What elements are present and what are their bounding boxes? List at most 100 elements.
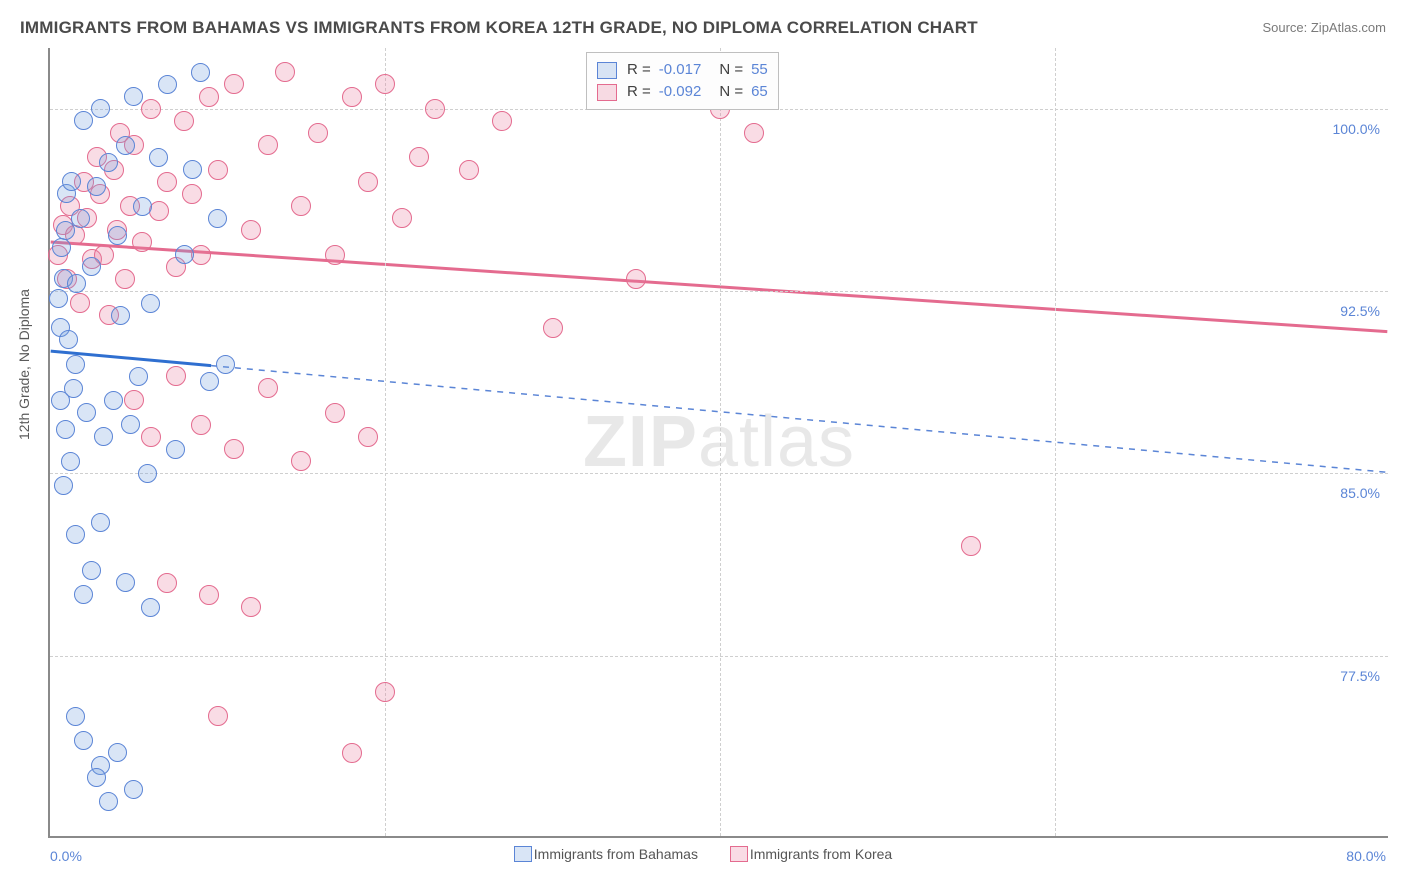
scatter-point-korea bbox=[115, 269, 135, 289]
scatter-point-bahamas bbox=[166, 440, 185, 459]
legend-swatch-korea bbox=[730, 846, 748, 862]
horizontal-gridline bbox=[50, 473, 1388, 474]
vertical-gridline bbox=[1055, 48, 1056, 836]
scatter-point-korea bbox=[157, 172, 177, 192]
scatter-point-korea bbox=[342, 743, 362, 763]
scatter-point-bahamas bbox=[121, 415, 140, 434]
scatter-point-bahamas bbox=[138, 464, 157, 483]
scatter-plot-area: ZIPatlas 77.5% 85.0% 92.5% 100.0% R =-0.017N… bbox=[48, 48, 1388, 838]
scatter-point-bahamas bbox=[124, 87, 143, 106]
scatter-point-bahamas bbox=[49, 289, 68, 308]
scatter-point-korea bbox=[191, 415, 211, 435]
scatter-point-bahamas bbox=[66, 355, 85, 374]
scatter-point-korea bbox=[166, 366, 186, 386]
scatter-point-bahamas bbox=[52, 238, 71, 257]
scatter-point-korea bbox=[191, 245, 211, 265]
scatter-point-bahamas bbox=[208, 209, 227, 228]
watermark-thin: atlas bbox=[698, 402, 855, 482]
scatter-point-bahamas bbox=[71, 209, 90, 228]
horizontal-gridline bbox=[50, 656, 1388, 657]
vertical-gridline bbox=[720, 48, 721, 836]
vertical-gridline bbox=[385, 48, 386, 836]
scatter-point-bahamas bbox=[91, 99, 110, 118]
scatter-point-bahamas bbox=[82, 257, 101, 276]
scatter-point-bahamas bbox=[108, 743, 127, 762]
stats-row-bahamas: R =-0.017N =55 bbox=[597, 59, 768, 81]
trend-line-korea bbox=[51, 242, 1388, 332]
y-tick-label: 85.0% bbox=[1340, 485, 1380, 501]
scatter-point-korea bbox=[409, 147, 429, 167]
scatter-point-korea bbox=[358, 172, 378, 192]
scatter-point-bahamas bbox=[66, 707, 85, 726]
scatter-point-korea bbox=[157, 573, 177, 593]
scatter-point-bahamas bbox=[87, 768, 106, 787]
scatter-point-korea bbox=[291, 196, 311, 216]
chart-title: IMMIGRANTS FROM BAHAMAS VS IMMIGRANTS FR… bbox=[20, 18, 978, 38]
legend-item-bahamas: Immigrants from Bahamas bbox=[514, 846, 698, 862]
source-attribution: Source: ZipAtlas.com bbox=[1262, 20, 1386, 35]
scatter-point-bahamas bbox=[77, 403, 96, 422]
scatter-point-korea bbox=[224, 439, 244, 459]
trend-lines-layer bbox=[50, 48, 1388, 836]
scatter-point-bahamas bbox=[149, 148, 168, 167]
bottom-legend: Immigrants from Bahamas Immigrants from … bbox=[0, 846, 1406, 888]
scatter-point-korea bbox=[141, 99, 161, 119]
y-tick-label: 77.5% bbox=[1340, 668, 1380, 684]
scatter-point-korea bbox=[174, 111, 194, 131]
scatter-point-korea bbox=[199, 87, 219, 107]
scatter-point-bahamas bbox=[175, 245, 194, 264]
scatter-point-korea bbox=[258, 378, 278, 398]
scatter-point-korea bbox=[258, 135, 278, 155]
scatter-point-korea bbox=[149, 201, 169, 221]
scatter-point-korea bbox=[141, 427, 161, 447]
legend-label-korea: Immigrants from Korea bbox=[750, 846, 892, 862]
scatter-point-korea bbox=[961, 536, 981, 556]
scatter-point-korea bbox=[291, 451, 311, 471]
N-value-korea: 65 bbox=[751, 81, 768, 103]
scatter-point-bahamas bbox=[216, 355, 235, 374]
scatter-point-bahamas bbox=[82, 561, 101, 580]
legend-item-korea: Immigrants from Korea bbox=[730, 846, 892, 862]
scatter-point-bahamas bbox=[99, 153, 118, 172]
scatter-point-bahamas bbox=[133, 197, 152, 216]
scatter-point-korea bbox=[325, 403, 345, 423]
scatter-point-korea bbox=[132, 232, 152, 252]
scatter-point-bahamas bbox=[129, 367, 148, 386]
scatter-point-bahamas bbox=[74, 111, 93, 130]
scatter-point-korea bbox=[342, 87, 362, 107]
scatter-point-korea bbox=[375, 74, 395, 94]
R-label: R = bbox=[627, 59, 651, 81]
scatter-point-korea bbox=[626, 269, 646, 289]
y-tick-label: 92.5% bbox=[1340, 303, 1380, 319]
N-label: N = bbox=[719, 81, 743, 103]
scatter-point-bahamas bbox=[141, 598, 160, 617]
scatter-point-korea bbox=[241, 597, 261, 617]
scatter-point-korea bbox=[199, 585, 219, 605]
scatter-point-bahamas bbox=[61, 452, 80, 471]
source-name: ZipAtlas.com bbox=[1311, 20, 1386, 35]
R-value-korea: -0.092 bbox=[659, 81, 702, 103]
y-tick-label: 100.0% bbox=[1333, 121, 1380, 137]
scatter-point-bahamas bbox=[124, 780, 143, 799]
scatter-point-bahamas bbox=[91, 513, 110, 532]
R-label: R = bbox=[627, 81, 651, 103]
scatter-point-korea bbox=[744, 123, 764, 143]
watermark-bold: ZIP bbox=[583, 402, 698, 482]
scatter-point-bahamas bbox=[183, 160, 202, 179]
scatter-point-bahamas bbox=[59, 330, 78, 349]
scatter-point-bahamas bbox=[104, 391, 123, 410]
scatter-point-korea bbox=[208, 706, 228, 726]
stats-row-korea: R = -0.092 N = 65 bbox=[597, 81, 768, 103]
scatter-point-korea bbox=[124, 390, 144, 410]
scatter-point-bahamas bbox=[54, 476, 73, 495]
scatter-point-korea bbox=[208, 160, 228, 180]
horizontal-gridline bbox=[50, 291, 1388, 292]
scatter-point-korea bbox=[325, 245, 345, 265]
scatter-point-korea bbox=[224, 74, 244, 94]
scatter-point-korea bbox=[241, 220, 261, 240]
correlation-stats-box: R =-0.017N =55R = -0.092 N = 65 bbox=[586, 52, 779, 110]
scatter-point-bahamas bbox=[116, 573, 135, 592]
scatter-point-korea bbox=[308, 123, 328, 143]
scatter-point-bahamas bbox=[191, 63, 210, 82]
scatter-point-korea bbox=[375, 682, 395, 702]
